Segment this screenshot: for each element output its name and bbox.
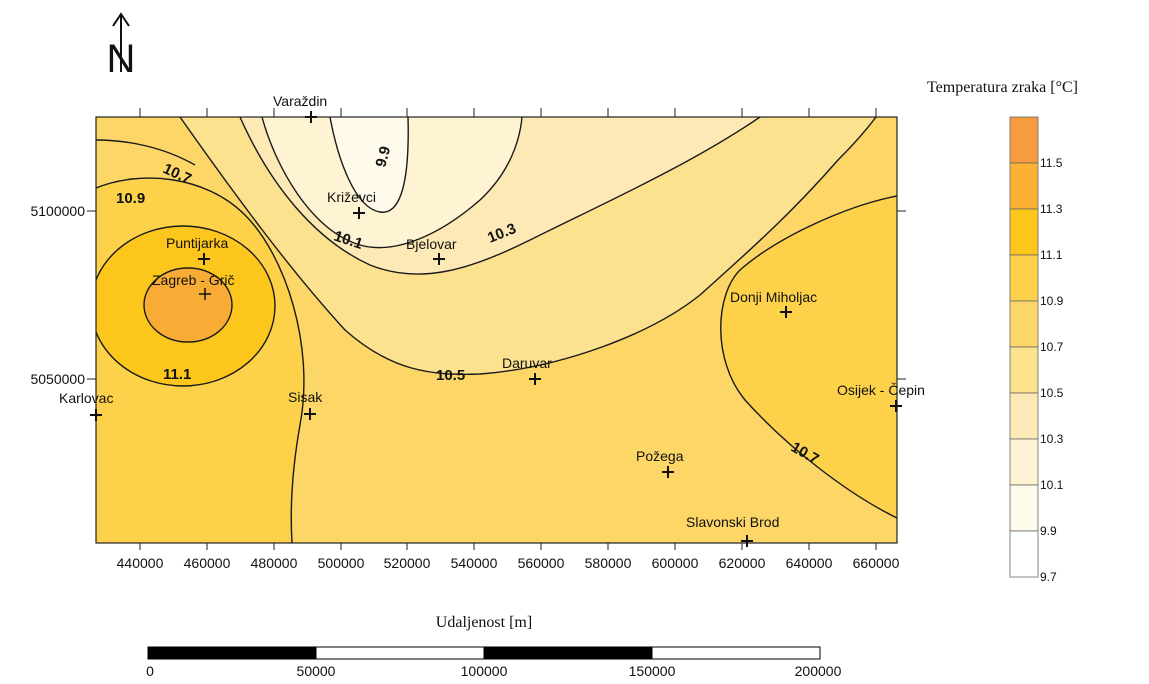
legend-swatch xyxy=(1009,530,1039,578)
x-tick-label: 500000 xyxy=(318,555,365,571)
north-arrow-icon: N xyxy=(107,12,136,81)
legend-label: 10.7 xyxy=(1040,340,1064,354)
contour-label: 9.9 xyxy=(372,144,394,169)
x-tick-label: 640000 xyxy=(786,555,833,571)
x-tick-label: 580000 xyxy=(585,555,632,571)
legend-color-bar xyxy=(1009,116,1039,578)
north-letter: N xyxy=(107,37,136,81)
station-label: Požega xyxy=(636,448,684,464)
x-tick-label: 600000 xyxy=(652,555,699,571)
contour-label: 10.9 xyxy=(116,190,145,207)
station-label: Sisak xyxy=(288,389,323,405)
station-label: Donji Miholjac xyxy=(730,289,817,305)
legend-swatch xyxy=(1009,162,1039,210)
x-tick-label: 560000 xyxy=(518,555,565,571)
station-varazdin: Varaždin xyxy=(273,93,327,123)
scale-bar: Udaljenost [m] 0 50000 100000 150000 200… xyxy=(146,614,841,679)
station-label: Slavonski Brod xyxy=(686,514,779,530)
x-tick-label: 460000 xyxy=(184,555,231,571)
station-label: Bjelovar xyxy=(406,236,457,252)
station-slavonski-brod: Slavonski Brod xyxy=(686,514,779,547)
x-tick-label: 520000 xyxy=(384,555,431,571)
station-label: Križevci xyxy=(327,189,376,205)
legend-swatch xyxy=(1009,438,1039,486)
station-label: Zagreb - Grič xyxy=(152,272,234,288)
y-tick-label: 5100000 xyxy=(30,203,85,219)
station-zagreb-gric: Zagreb - Grič xyxy=(152,272,234,300)
x-tick-label: 540000 xyxy=(451,555,498,571)
legend-swatch xyxy=(1009,392,1039,440)
station-donji-miholjac: Donji Miholjac xyxy=(730,289,817,318)
legend-swatch xyxy=(1009,346,1039,394)
station-osijek-cepin: Osijek - Čepin xyxy=(837,382,925,412)
zone-10.9-east xyxy=(720,196,897,518)
station-karlovac: Karlovac xyxy=(59,390,113,421)
zone-9.9 xyxy=(330,117,409,213)
legend-swatch xyxy=(1009,484,1039,532)
station-sisak: Sisak xyxy=(288,389,323,420)
legend-label: 9.9 xyxy=(1040,524,1057,538)
legend-title: Temperatura zraka [°C] xyxy=(927,79,1078,96)
legend: Temperatura zraka [°C] 11.5 11.3 11.1 10… xyxy=(927,79,1078,584)
scale-bar-label: 200000 xyxy=(795,663,842,679)
legend-label: 11.1 xyxy=(1040,248,1063,262)
station-daruvar: Daruvar xyxy=(502,355,552,385)
station-label: Karlovac xyxy=(59,390,113,406)
legend-label: 10.9 xyxy=(1040,294,1064,308)
legend-swatch xyxy=(1009,254,1039,302)
legend-label: 11.3 xyxy=(1040,202,1063,216)
legend-label: 10.3 xyxy=(1040,432,1064,446)
scale-bar-label: 100000 xyxy=(461,663,508,679)
y-tick-label: 5050000 xyxy=(30,371,85,387)
scale-bar-label: 150000 xyxy=(629,663,676,679)
map-area xyxy=(95,116,898,544)
x-tick-label: 620000 xyxy=(719,555,766,571)
legend-label: 10.1 xyxy=(1040,478,1064,492)
station-label: Varaždin xyxy=(273,93,327,109)
scale-bar-title: Udaljenost [m] xyxy=(436,614,532,631)
x-tick-label: 440000 xyxy=(117,555,164,571)
station-puntijarka: Puntijarka xyxy=(166,235,228,265)
x-tick-label: 660000 xyxy=(853,555,900,571)
legend-swatch xyxy=(1009,300,1039,348)
zone-11.3 xyxy=(144,268,232,342)
legend-label: 10.5 xyxy=(1040,386,1064,400)
station-pozega: Požega xyxy=(636,448,684,478)
station-label: Puntijarka xyxy=(166,235,228,251)
legend-swatch xyxy=(1009,208,1039,256)
scale-bar-label: 0 xyxy=(146,663,154,679)
contour-label: 10.5 xyxy=(436,367,465,384)
station-bjelovar: Bjelovar xyxy=(406,236,457,265)
contour-label: 11.1 xyxy=(163,366,191,383)
x-tick-label: 480000 xyxy=(251,555,298,571)
scale-bar-label: 50000 xyxy=(297,663,336,679)
legend-label: 9.7 xyxy=(1040,570,1057,584)
station-krizevci: Križevci xyxy=(327,189,376,219)
legend-label: 11.5 xyxy=(1040,156,1063,170)
legend-swatch xyxy=(1009,116,1039,164)
station-label: Daruvar xyxy=(502,355,552,371)
station-label: Osijek - Čepin xyxy=(837,382,925,398)
map-frame xyxy=(95,116,898,544)
